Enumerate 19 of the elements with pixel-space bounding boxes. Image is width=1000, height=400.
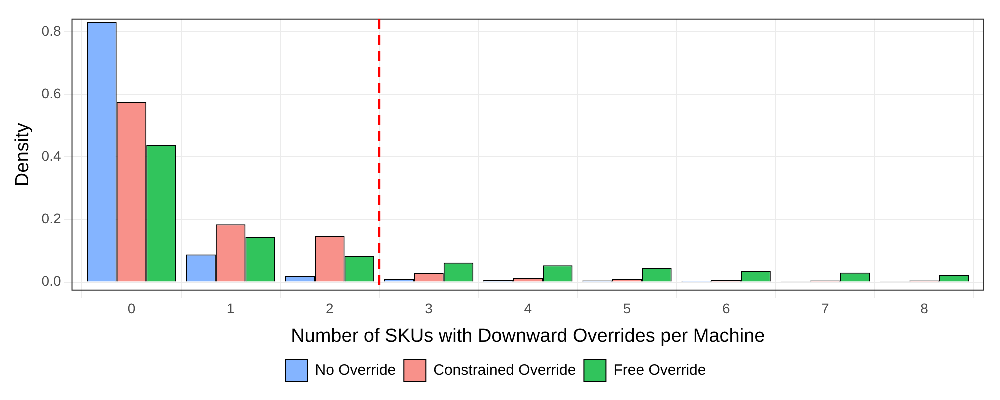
x-tick-label: 3: [425, 300, 434, 317]
x-axis-title: Number of SKUs with Downward Overrides per Machine: [291, 326, 766, 347]
y-tick-label: 0.6: [42, 85, 62, 102]
x-tick-label: 5: [623, 300, 632, 317]
legend-label: Constrained Override: [434, 362, 576, 380]
y-tick-label: 0.2: [42, 210, 62, 227]
x-tick-label: 2: [326, 300, 334, 317]
x-tick-label: 7: [822, 300, 830, 317]
legend-label: Free Override: [614, 362, 706, 380]
x-tick-label: 6: [722, 300, 730, 317]
x-tick-label: 4: [524, 300, 532, 317]
y-tick-label: 0.8: [42, 22, 62, 39]
x-tick-label: 8: [920, 300, 929, 317]
y-tick-label: 0.4: [42, 148, 62, 164]
x-tick-label: 0: [128, 300, 136, 317]
y-axis-title: Density: [12, 122, 34, 187]
x-tick-label: 1: [226, 300, 235, 317]
legend-label: No Override: [315, 362, 396, 380]
y-tick-label: 0.0: [42, 273, 62, 290]
